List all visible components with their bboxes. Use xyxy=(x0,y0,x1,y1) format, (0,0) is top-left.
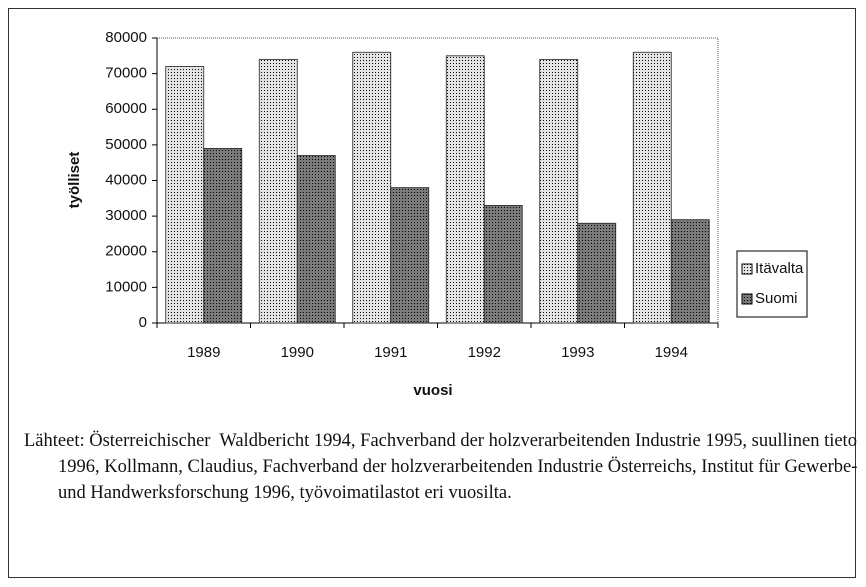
frame xyxy=(8,8,856,578)
bar xyxy=(670,219,710,324)
x-tick-label: 1992 xyxy=(468,344,501,361)
y-tick-label: 0 xyxy=(139,314,147,331)
source-note: Lähteet: Österreichischer Waldbericht 19… xyxy=(24,431,862,503)
y-tick-label: 70000 xyxy=(105,65,147,82)
x-tick-label: 1990 xyxy=(281,344,314,361)
bar xyxy=(483,205,523,324)
y-tick-label: 10000 xyxy=(105,278,147,295)
bar xyxy=(258,58,298,324)
x-axis-label: vuosi xyxy=(413,382,452,399)
legend-box xyxy=(736,250,808,318)
bar xyxy=(203,148,243,324)
legend-swatch xyxy=(741,263,753,275)
bar xyxy=(165,66,205,324)
legend-label: Suomi xyxy=(755,290,798,307)
y-tick-label: 80000 xyxy=(105,29,147,46)
chart: työlliset vuosi 0 10000 20000 30000 40000 500… xyxy=(66,29,808,399)
y-axis-label: työlliset xyxy=(66,152,83,209)
bar xyxy=(296,155,336,324)
bar xyxy=(445,55,485,324)
x-tick-label: 1994 xyxy=(655,344,688,361)
y-tick-label: 50000 xyxy=(105,136,147,153)
bar xyxy=(352,51,392,324)
x-tick-label: 1991 xyxy=(374,344,407,361)
legend-label: Itävalta xyxy=(755,260,804,277)
legend-swatch xyxy=(741,293,753,305)
bar xyxy=(390,187,430,324)
y-tick-label: 30000 xyxy=(105,207,147,224)
bar xyxy=(539,58,579,324)
y-tick-label: 60000 xyxy=(105,100,147,117)
y-tick-label: 40000 xyxy=(105,171,147,188)
x-tick-label: 1993 xyxy=(561,344,594,361)
y-tick-label: 20000 xyxy=(105,243,147,260)
bar xyxy=(577,222,617,324)
bar xyxy=(632,51,672,324)
x-tick-label: 1989 xyxy=(187,344,220,361)
